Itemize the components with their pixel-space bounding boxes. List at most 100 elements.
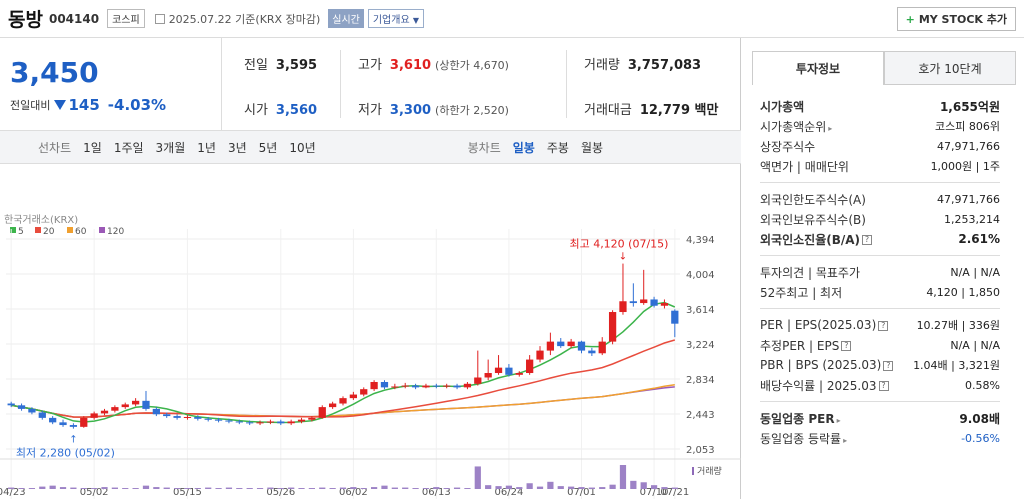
- candle-body: [163, 414, 171, 417]
- help-icon[interactable]: ?: [862, 235, 873, 245]
- volume-bar: [288, 487, 295, 489]
- candle-weekly[interactable]: 주봉: [546, 140, 569, 155]
- volume-bar: [173, 488, 181, 489]
- change-value: 145: [68, 96, 100, 114]
- period-1w[interactable]: 1주일: [113, 140, 144, 155]
- candle-daily[interactable]: 일봉: [512, 140, 535, 155]
- high-annotation: 최고 4,120 (07/15): [569, 238, 668, 251]
- candle-body: [277, 421, 285, 424]
- down-arrow-icon: [54, 100, 67, 110]
- tab-quote-10[interactable]: 호가 10단계: [884, 51, 1016, 85]
- candle-body: [297, 419, 306, 422]
- info-tabs: 투자정보 호가 10단계: [752, 51, 1016, 85]
- opinion-value: N/A | N/A: [950, 265, 1000, 279]
- period-1d[interactable]: 1일: [83, 140, 102, 155]
- volume-bar: [308, 488, 316, 489]
- market-tag: 코스피: [107, 9, 145, 28]
- foreign-hold-label: 외국인보유주식수(B): [760, 212, 866, 227]
- sector-per-value: 9.08배: [959, 411, 1000, 426]
- help-icon[interactable]: ?: [878, 320, 889, 331]
- volume-bar: [619, 465, 627, 489]
- row-52week: 52주최고 | 최저 4,120 | 1,850: [760, 282, 1000, 302]
- invest-info-table: 시가총액 1,655억원 시가총액순위 ▸ 코스피 806위 상장주식수 47,971,…: [760, 96, 1000, 448]
- week52-label: 52주최고 | 최저: [760, 285, 843, 300]
- period-10y[interactable]: 10년: [289, 140, 316, 155]
- candle-body: [526, 359, 534, 374]
- volume-bar: [443, 488, 450, 489]
- candle-monthly[interactable]: 월봉: [580, 140, 604, 155]
- est-value: N/A | N/A: [950, 338, 1000, 352]
- y-tick-label: 3,614: [686, 305, 715, 316]
- volume-bar: [360, 488, 367, 489]
- volume-bar: [256, 488, 264, 489]
- candle-body: [349, 394, 357, 399]
- candlestick-chart[interactable]: 한국거래소(KRX)5 20 60 120 4,394 4,004 3,614 3,224 2,…: [0, 165, 741, 499]
- x-tick-label: 04/23: [0, 487, 26, 498]
- add-mystock-button[interactable]: + MY STOCK 추가: [896, 7, 1016, 31]
- volume-bar: [91, 488, 98, 489]
- tab-invest-info[interactable]: 투자정보: [752, 51, 884, 85]
- period-3m[interactable]: 3개월: [155, 140, 186, 155]
- row-foreign-hold: 외국인보유주식수(B) 1,253,214: [760, 209, 1000, 229]
- divider: [760, 255, 1000, 256]
- candle-body: [650, 299, 658, 306]
- period-1y[interactable]: 1년: [197, 140, 216, 155]
- candle-body: [370, 381, 378, 390]
- volume-bar: [111, 487, 118, 489]
- y-tick-label: 3,224: [686, 340, 715, 351]
- metric-prev: 전일 3,595: [244, 54, 317, 73]
- period-3y[interactable]: 3년: [227, 140, 247, 155]
- volume-bar: [505, 485, 513, 489]
- volume-bar: [80, 488, 87, 489]
- x-tick-label: 07/01: [567, 487, 596, 498]
- y-tick-label: 2,053: [686, 445, 715, 456]
- volume-bar: [412, 488, 419, 489]
- sector-per-label: 동일업종 PER: [760, 411, 835, 426]
- help-icon[interactable]: ?: [841, 341, 852, 351]
- volume-bar: [422, 488, 430, 489]
- candle-body: [505, 367, 513, 375]
- candle-body: [7, 403, 15, 406]
- volume-bar: [319, 487, 326, 489]
- candle-body: [671, 310, 679, 324]
- realtime-button[interactable]: 실시간: [328, 9, 364, 28]
- corp-info-dropdown[interactable]: 기업개요 ▼: [367, 9, 425, 28]
- volume-bar: [59, 487, 67, 489]
- row-div: 배당수익률 | 2025.03? 0.58%: [760, 375, 1000, 395]
- volume-bar: [329, 488, 336, 489]
- rank-value: 코스피 806위: [935, 120, 1000, 133]
- volume-bar: [153, 487, 160, 489]
- divider: [566, 50, 567, 118]
- stock-code: 004140: [48, 11, 100, 26]
- lower-limit: (하한가 2,520): [435, 104, 509, 117]
- x-tick-label: 05/15: [173, 487, 202, 498]
- volume-bar: [163, 487, 170, 489]
- par-label: 액면가 | 매매단위: [760, 159, 849, 174]
- legend-label: 60: [75, 227, 87, 237]
- help-icon[interactable]: ?: [883, 360, 894, 371]
- candle-body: [59, 422, 67, 426]
- metric-amount: 거래대금 12,779 백만: [584, 99, 718, 118]
- market-cap-value: 1,655억원: [939, 99, 1000, 114]
- period-5y[interactable]: 5년: [258, 140, 278, 155]
- candle-body: [443, 385, 451, 387]
- div-label: 배당수익률 | 2025.03: [760, 378, 877, 393]
- high-value: 3,610: [389, 58, 432, 73]
- volume-bar: [474, 466, 481, 489]
- candle-body: [360, 389, 368, 395]
- price-metrics: 전일 3,595 시가 3,560 고가 3,610 (상한가 4,670) 저가 3,3…: [222, 38, 741, 130]
- low-value: 3,300: [389, 103, 432, 118]
- candle-body: [80, 417, 88, 427]
- volume-bar: [609, 484, 616, 489]
- x-tick-label: 05/26: [266, 487, 295, 498]
- y-tick-label: 4,004: [686, 270, 715, 281]
- open-value: 3,560: [275, 103, 318, 118]
- stock-header: 동방 004140 코스피 2025.07.22 기준(KRX 장마감) 실시간…: [0, 0, 1024, 38]
- pbr-value: 1.04배 | 3,321원: [913, 359, 1000, 372]
- candle-body: [121, 404, 129, 408]
- volume-bar: [464, 488, 471, 489]
- foreign-hold-value: 1,253,214: [944, 212, 1000, 226]
- pbr-label: PBR | BPS (2025.03): [760, 358, 882, 372]
- info-panel: 투자정보 호가 10단계 시가총액 1,655억원 시가총액순위 ▸ 코스피 806위…: [742, 38, 1024, 499]
- help-icon[interactable]: ?: [878, 381, 889, 391]
